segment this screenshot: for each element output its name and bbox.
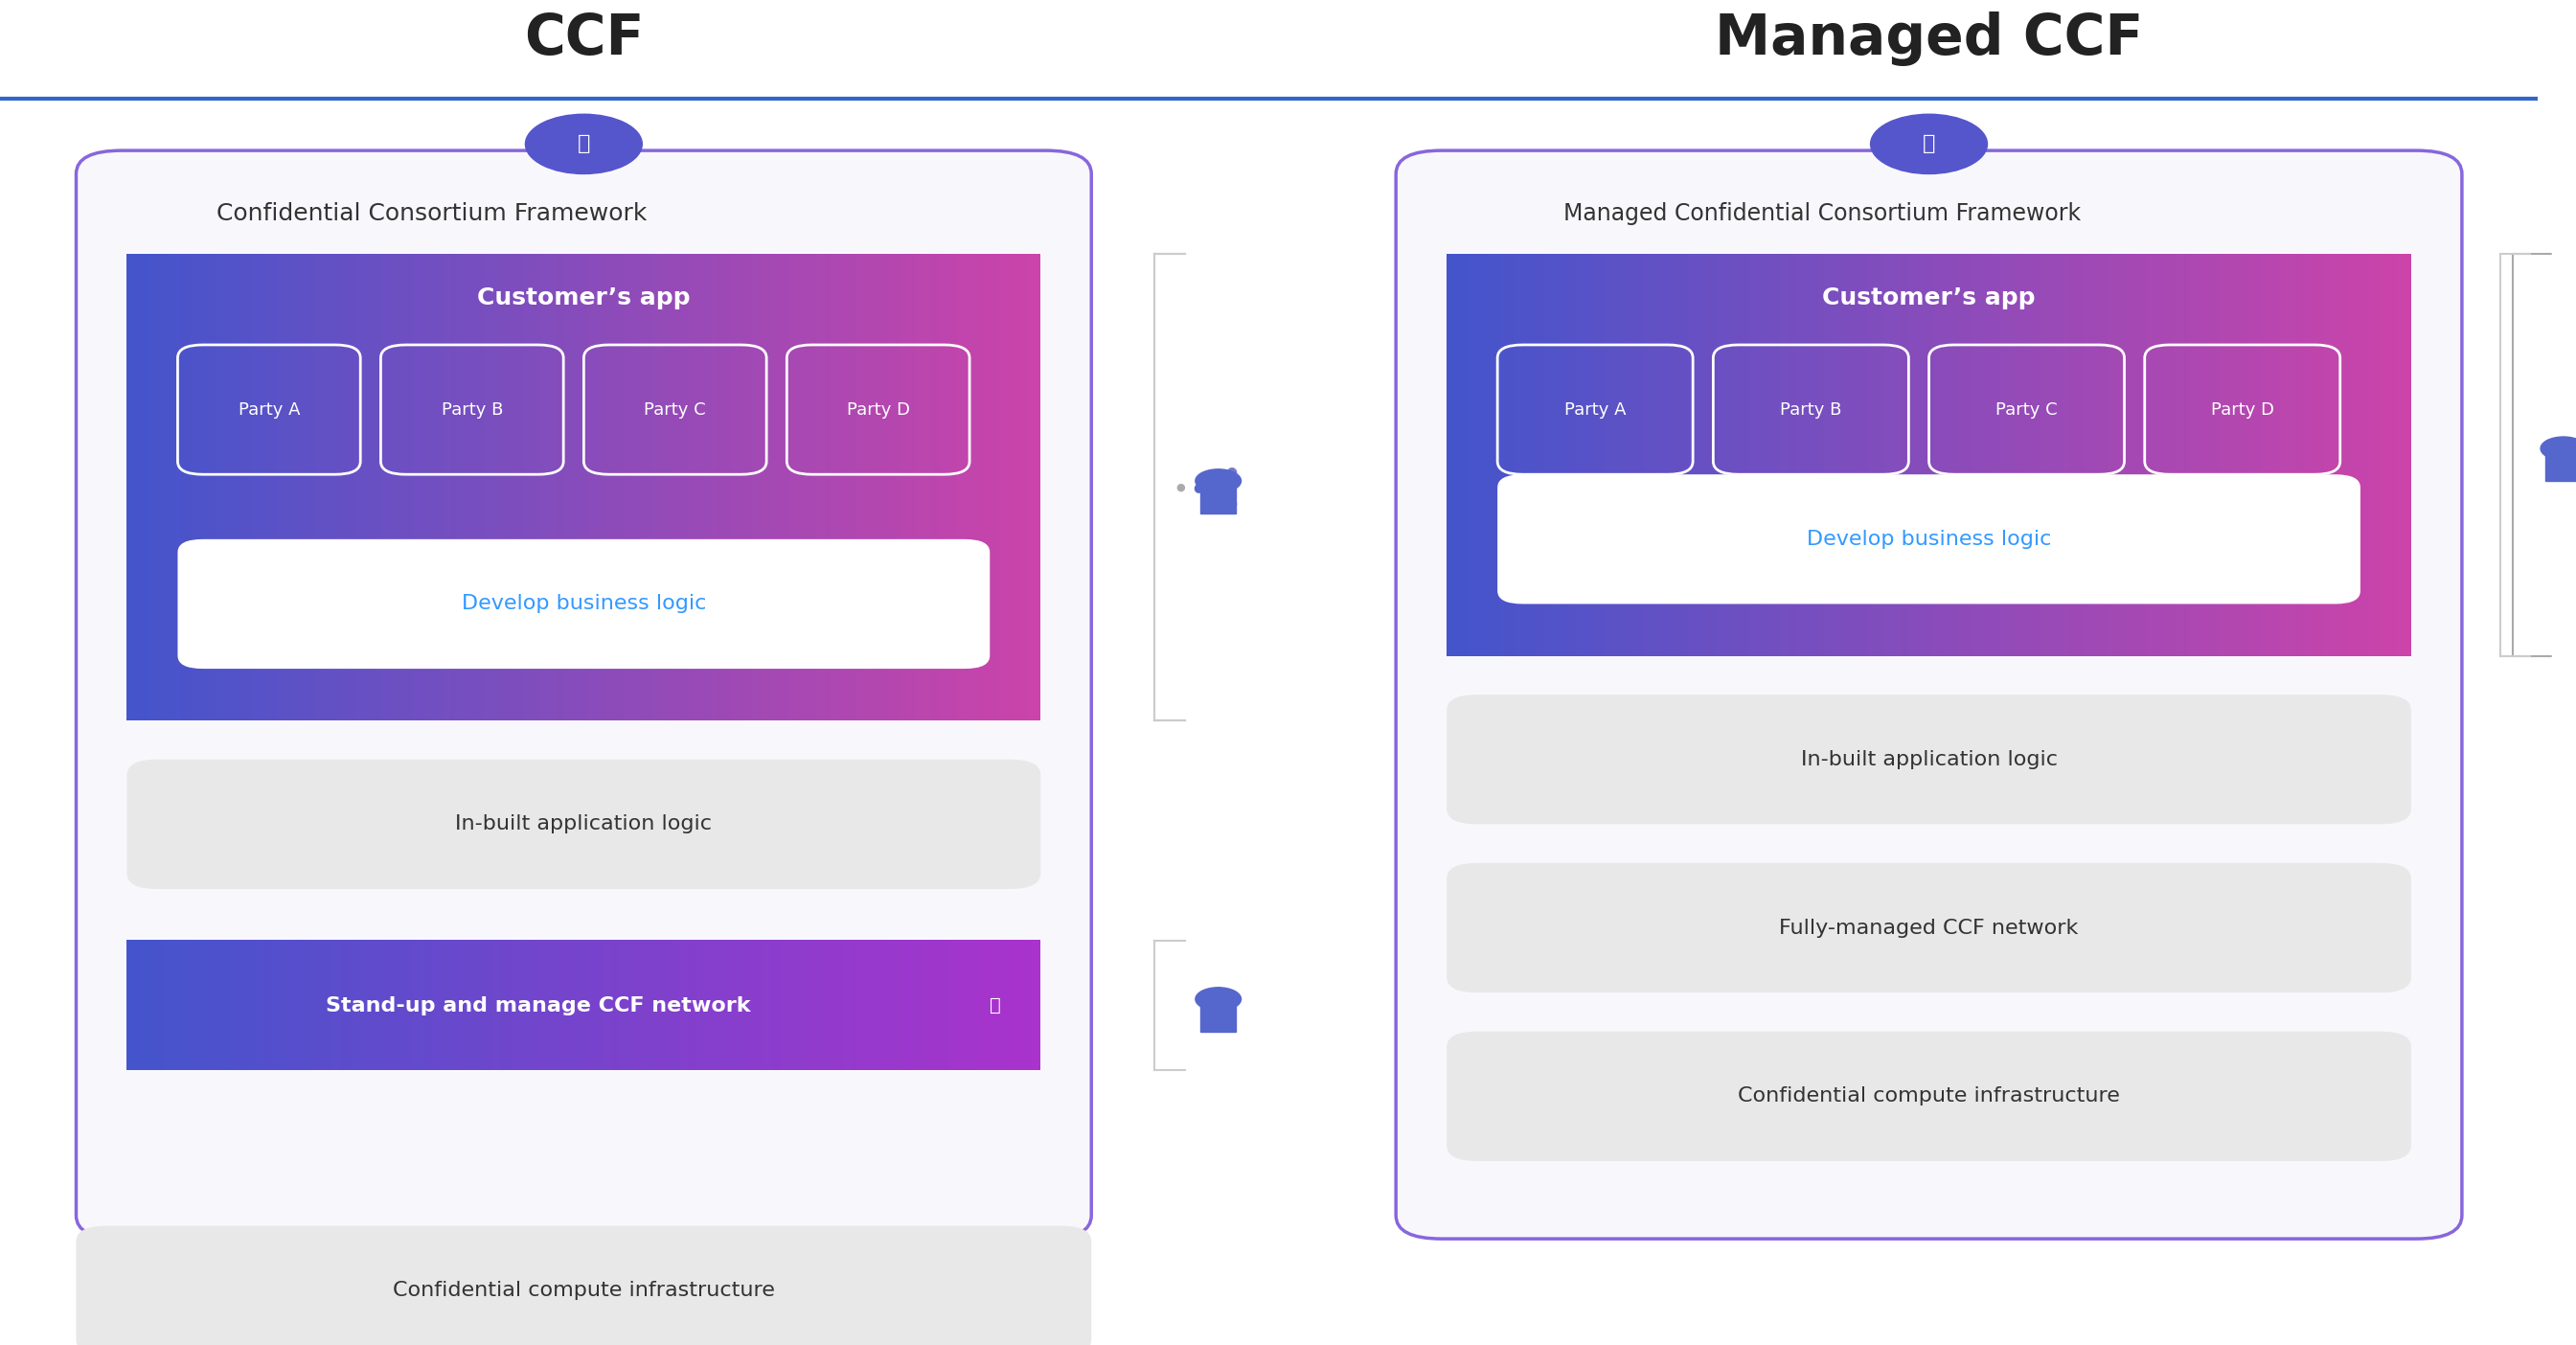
FancyBboxPatch shape: [77, 151, 1092, 1239]
FancyBboxPatch shape: [126, 760, 1041, 889]
Text: In-built application logic: In-built application logic: [456, 815, 711, 834]
Text: Managed CCF: Managed CCF: [1716, 12, 2143, 66]
Bar: [2545, 448, 2576, 482]
Text: Stand-up and manage CCF network: Stand-up and manage CCF network: [325, 997, 750, 1015]
FancyBboxPatch shape: [1448, 863, 2411, 993]
FancyBboxPatch shape: [1497, 475, 2360, 604]
Text: ●―●: ●―●: [1193, 482, 1226, 494]
Text: ●: ●: [1175, 483, 1185, 492]
Text: Party A: Party A: [237, 401, 299, 418]
Text: Party D: Party D: [2210, 401, 2275, 418]
Text: Party A: Party A: [1564, 401, 1625, 418]
Text: Party C: Party C: [644, 401, 706, 418]
Bar: [1200, 482, 1236, 514]
Text: Develop business logic: Develop business logic: [1806, 530, 2050, 549]
Circle shape: [1195, 469, 1242, 492]
Text: Fully-managed CCF network: Fully-managed CCF network: [1780, 919, 2079, 937]
Text: Party C: Party C: [1996, 401, 2058, 418]
Text: In-built application logic: In-built application logic: [1801, 751, 2058, 769]
Circle shape: [1195, 987, 1242, 1011]
FancyBboxPatch shape: [178, 539, 989, 668]
Text: ●
―
●: ● ― ●: [1224, 465, 1236, 510]
Circle shape: [1870, 114, 1986, 174]
Circle shape: [526, 114, 641, 174]
Text: Develop business logic: Develop business logic: [461, 594, 706, 613]
FancyBboxPatch shape: [1448, 694, 2411, 824]
Text: Confidential Consortium Framework: Confidential Consortium Framework: [216, 202, 647, 226]
FancyBboxPatch shape: [77, 1225, 1092, 1345]
Text: 🔒: 🔒: [1922, 134, 1935, 153]
Text: 🔒: 🔒: [577, 134, 590, 153]
Text: CCF: CCF: [523, 12, 644, 66]
Bar: [1200, 999, 1236, 1032]
Text: Customer’s app: Customer’s app: [477, 286, 690, 309]
FancyBboxPatch shape: [1396, 151, 2463, 1239]
Text: Party B: Party B: [1780, 401, 1842, 418]
Text: Managed Confidential Consortium Framework: Managed Confidential Consortium Framewor…: [1564, 202, 2081, 226]
Text: Party D: Party D: [848, 401, 909, 418]
Circle shape: [2540, 437, 2576, 460]
Text: Confidential compute infrastructure: Confidential compute infrastructure: [1739, 1087, 2120, 1106]
Text: 🔒: 🔒: [989, 997, 999, 1014]
Text: Confidential compute infrastructure: Confidential compute infrastructure: [392, 1280, 775, 1301]
FancyBboxPatch shape: [1448, 1032, 2411, 1161]
Text: Party B: Party B: [440, 401, 502, 418]
Text: Customer’s app: Customer’s app: [1821, 286, 2035, 309]
